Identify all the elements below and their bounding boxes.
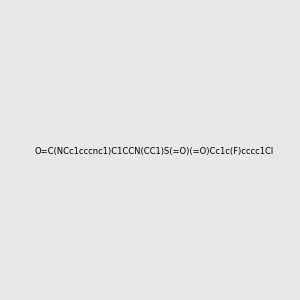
Text: O=C(NCc1cccnc1)C1CCN(CC1)S(=O)(=O)Cc1c(F)cccc1Cl: O=C(NCc1cccnc1)C1CCN(CC1)S(=O)(=O)Cc1c(F…: [34, 147, 273, 156]
